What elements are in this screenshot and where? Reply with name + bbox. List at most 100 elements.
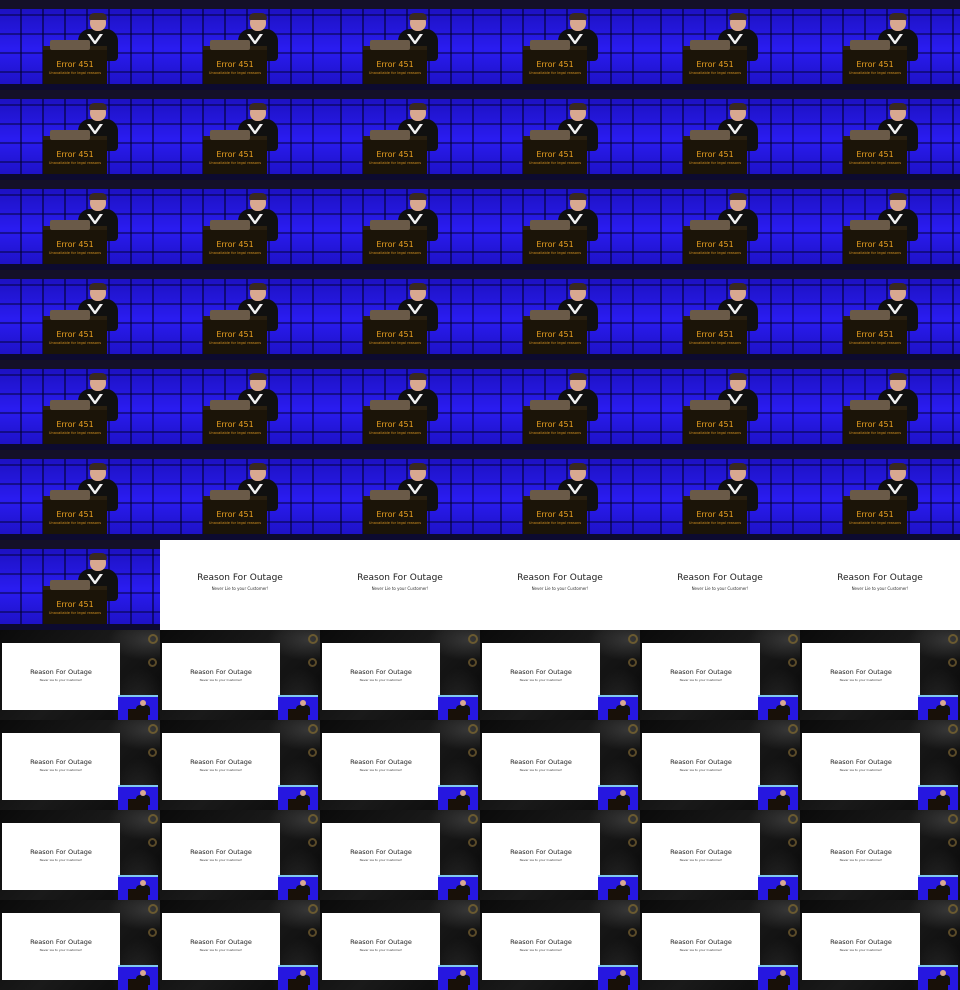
podium-subtitle: Unavailable for legal reasons — [688, 251, 742, 255]
podium-subtitle: Unavailable for legal reasons — [208, 251, 262, 255]
composite-frame-thumbnail: Reason For Outage Never Lie to your Cust… — [320, 810, 480, 900]
speaker-hair — [89, 283, 107, 290]
podium-subtitle: Unavailable for legal reasons — [368, 251, 422, 255]
speaker-hair — [729, 463, 747, 470]
podium-title: Error 451 — [56, 420, 94, 429]
slide-title: Reason For Outage — [677, 573, 763, 583]
composite-frame-thumbnail: Reason For Outage Never Lie to your Cust… — [320, 900, 480, 990]
podium-subtitle: Unavailable for legal reasons — [48, 521, 102, 525]
stage-top-band — [160, 90, 320, 99]
emblem-icon — [308, 814, 318, 824]
stage-frame-thumbnail: Error 451 Unavailable for legal reasons — [160, 270, 320, 360]
podium-subtitle: Unavailable for legal reasons — [688, 71, 742, 75]
podium — [928, 709, 948, 720]
slide-title: Reason For Outage — [30, 848, 92, 856]
stage-frame-thumbnail: Error 451 Unavailable for legal reasons — [320, 180, 480, 270]
laptop-on-podium — [690, 400, 730, 410]
speaker-hair — [249, 283, 267, 290]
speaker-hair — [729, 283, 747, 290]
podium-subtitle: Unavailable for legal reasons — [208, 161, 262, 165]
speaker-hair — [89, 13, 107, 20]
stage-frame-thumbnail: Error 451 Unavailable for legal reasons — [0, 450, 160, 540]
speaker-head — [940, 880, 946, 886]
podium — [768, 889, 788, 900]
stage-top-band — [320, 360, 480, 369]
stage-top-band — [800, 270, 960, 279]
slide-title: Reason For Outage — [830, 758, 892, 766]
stage-bottom-band — [640, 444, 800, 450]
emblem-icon — [468, 838, 477, 847]
slide-title: Reason For Outage — [350, 938, 412, 946]
podium — [288, 889, 308, 900]
speaker-pip — [918, 695, 958, 720]
laptop-on-podium — [850, 310, 890, 320]
podium-subtitle: Unavailable for legal reasons — [688, 521, 742, 525]
emblem-icon — [148, 724, 158, 734]
speaker-hair — [249, 463, 267, 470]
laptop-on-podium — [690, 490, 730, 500]
slide-title: Reason For Outage — [670, 848, 732, 856]
podium-title: Error 451 — [216, 150, 254, 159]
stage-frame-thumbnail: Error 451 Unavailable for legal reasons — [800, 450, 960, 540]
stage-frame-thumbnail: Error 451 Unavailable for legal reasons — [640, 450, 800, 540]
speaker-pip — [438, 785, 478, 810]
podium — [608, 979, 628, 990]
podium — [768, 979, 788, 990]
stage-frame-thumbnail: Error 451 Unavailable for legal reasons — [160, 90, 320, 180]
speaker-hair — [409, 193, 427, 200]
slide-title: Reason For Outage — [510, 668, 572, 676]
emblem-icon — [628, 724, 638, 734]
stage-top-band — [640, 180, 800, 189]
slide-subtitle: Never Lie to your Customer! — [839, 858, 883, 862]
stage-frame-thumbnail: Error 451 Unavailable for legal reasons — [800, 0, 960, 90]
podium-title: Error 451 — [856, 420, 894, 429]
stage-frame-thumbnail: Error 451 Unavailable for legal reasons — [480, 180, 640, 270]
podium-title: Error 451 — [856, 330, 894, 339]
slide-panel: Reason For Outage Never Lie to your Cust… — [802, 823, 920, 890]
slide-subtitle: Never Lie to your Customer! — [839, 768, 883, 772]
speaker-pip — [278, 965, 318, 990]
podium-title: Error 451 — [216, 510, 254, 519]
podium-subtitle: Unavailable for legal reasons — [48, 161, 102, 165]
podium-subtitle: Unavailable for legal reasons — [208, 431, 262, 435]
stage-frame-thumbnail: Error 451 Unavailable for legal reasons — [800, 90, 960, 180]
podium-title: Error 451 — [856, 60, 894, 69]
slide-subtitle: Never Lie to your Customer! — [519, 858, 563, 862]
speaker-pip — [918, 965, 958, 990]
stage-top-band — [480, 270, 640, 279]
stage-frame-thumbnail: Error 451 Unavailable for legal reasons — [640, 90, 800, 180]
stage-top-band — [800, 360, 960, 369]
podium-subtitle: Unavailable for legal reasons — [208, 341, 262, 345]
podium-title: Error 451 — [856, 510, 894, 519]
speaker-head — [140, 880, 146, 886]
stage-frame-thumbnail: Error 451 Unavailable for legal reasons — [320, 90, 480, 180]
slide-subtitle: Never Lie to your Customer! — [39, 858, 83, 862]
podium-title: Error 451 — [696, 150, 734, 159]
slide-panel: Reason For Outage Never Lie to your Cust… — [162, 913, 280, 980]
speaker-hair — [409, 13, 427, 20]
podium-title: Error 451 — [376, 420, 414, 429]
speaker-hair — [729, 373, 747, 380]
stage-top-band — [320, 450, 480, 459]
slide-title: Reason For Outage — [837, 573, 923, 583]
podium — [128, 889, 148, 900]
emblem-icon — [628, 748, 637, 757]
slide-panel: Reason For Outage Never Lie to your Cust… — [322, 823, 440, 890]
emblem-icon — [468, 658, 477, 667]
podium-subtitle: Unavailable for legal reasons — [848, 341, 902, 345]
slide-panel: Reason For Outage Never Lie to your Cust… — [482, 643, 600, 710]
emblem-icon — [148, 904, 158, 914]
slide-title: Reason For Outage — [190, 848, 252, 856]
speaker-hair — [569, 283, 587, 290]
emblem-icon — [948, 928, 957, 937]
composite-frame-thumbnail: Reason For Outage Never Lie to your Cust… — [640, 720, 800, 810]
podium-title: Error 451 — [696, 420, 734, 429]
podium — [288, 709, 308, 720]
emblem-icon — [948, 748, 957, 757]
laptop-on-podium — [850, 220, 890, 230]
stage-frame-thumbnail: Error 451 Unavailable for legal reasons — [640, 360, 800, 450]
slide-subtitle: Never Lie to your Customer! — [39, 768, 83, 772]
podium-title: Error 451 — [56, 510, 94, 519]
laptop-on-podium — [370, 310, 410, 320]
speaker-pip — [598, 875, 638, 900]
